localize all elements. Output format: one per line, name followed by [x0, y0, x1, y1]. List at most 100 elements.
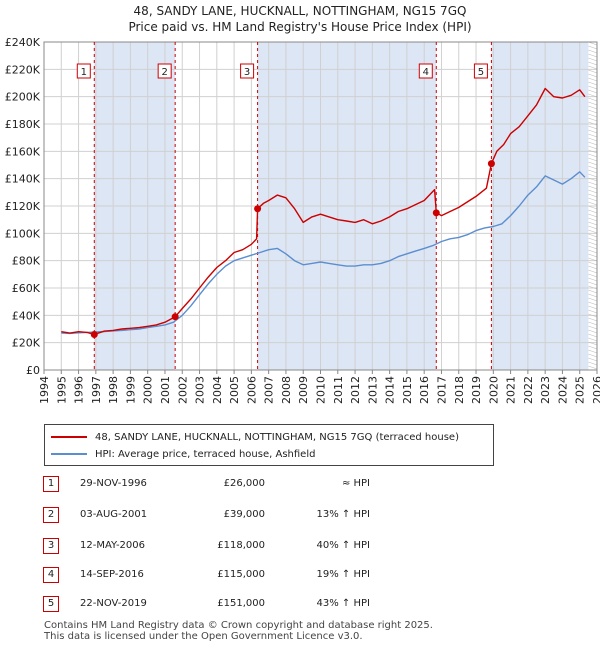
- legend-swatch-property: [51, 436, 87, 438]
- future-hatch: [588, 293, 598, 298]
- y-tick-label: £120K: [5, 200, 41, 213]
- x-tick-label: 2019: [470, 376, 483, 404]
- future-hatch: [588, 357, 598, 362]
- future-hatch: [588, 301, 598, 306]
- x-tick-label: 2022: [522, 376, 535, 404]
- future-hatch: [588, 169, 598, 174]
- y-tick-label: £60K: [12, 282, 41, 295]
- legend-swatch-hpi: [51, 453, 87, 455]
- future-hatch: [588, 45, 598, 50]
- sale-date: 29-NOV-1996: [80, 478, 147, 489]
- legend-item-hpi: HPI: Average price, terraced house, Ashf…: [51, 447, 315, 461]
- legend-item-property: 48, SANDY LANE, HUCKNALL, NOTTINGHAM, NG…: [51, 430, 459, 444]
- x-tick-label: 2017: [435, 376, 448, 404]
- table-row: 2 03-AUG-2001 £39,000 13% ↑ HPI: [0, 507, 600, 523]
- future-hatch: [588, 209, 598, 214]
- x-tick-label: 2013: [366, 376, 379, 404]
- future-hatch: [588, 125, 598, 130]
- x-tick-label: 1996: [73, 376, 86, 404]
- footer-line-2: This data is licensed under the Open Gov…: [44, 631, 363, 642]
- y-tick-label: £40K: [12, 309, 41, 322]
- future-hatch: [588, 133, 598, 138]
- y-tick-label: £180K: [5, 118, 41, 131]
- future-hatch: [588, 173, 598, 178]
- y-tick-label: £100K: [5, 227, 41, 240]
- future-hatch: [588, 365, 598, 370]
- attribution-footer: Contains HM Land Registry data © Crown c…: [44, 620, 433, 642]
- sale-number-badge: 4: [43, 567, 59, 583]
- future-hatch: [588, 145, 598, 150]
- x-tick-label: 2005: [228, 376, 241, 404]
- sale-point: [171, 313, 179, 321]
- y-tick-label: £200K: [5, 91, 41, 104]
- future-hatch: [588, 69, 598, 74]
- sale-marker-box: [76, 63, 91, 79]
- sale-marker-label: 1: [81, 67, 87, 78]
- y-tick-label: £240K: [5, 36, 41, 49]
- table-row: 3 12-MAY-2006 £118,000 40% ↑ HPI: [0, 538, 600, 554]
- sale-marker-label: 5: [478, 67, 484, 78]
- future-hatch: [588, 113, 598, 118]
- future-hatch: [588, 337, 598, 342]
- x-tick-label: 1994: [38, 376, 51, 404]
- future-hatch: [588, 53, 598, 58]
- future-hatch: [588, 85, 598, 90]
- sale-marker-label: 3: [244, 67, 250, 78]
- sale-hpi-comparison: 40% ↑ HPI: [316, 540, 370, 551]
- legend-label-hpi: HPI: Average price, terraced house, Ashf…: [95, 448, 316, 460]
- future-hatch: [588, 241, 598, 246]
- y-tick-label: £220K: [5, 63, 41, 76]
- future-hatch: [588, 157, 598, 162]
- x-tick-label: 2018: [453, 376, 466, 404]
- future-hatch: [588, 329, 598, 334]
- footer-line-1: Contains HM Land Registry data © Crown c…: [44, 620, 433, 631]
- future-hatch: [588, 277, 598, 282]
- future-hatch: [588, 121, 598, 126]
- x-tick-label: 2023: [539, 376, 552, 404]
- future-hatch: [588, 177, 598, 182]
- future-hatch: [588, 97, 598, 102]
- x-tick-label: 2000: [142, 376, 155, 404]
- sale-point: [432, 209, 440, 217]
- x-tick-label: 2007: [263, 376, 276, 404]
- x-tick-label: 2012: [349, 376, 362, 404]
- future-hatch: [588, 289, 598, 294]
- future-hatch: [588, 317, 598, 322]
- sale-marker-label: 4: [423, 67, 429, 78]
- sale-price: £26,000: [223, 478, 265, 489]
- x-tick-label: 2014: [384, 376, 397, 404]
- x-tick-label: 1999: [124, 376, 137, 404]
- x-tick-label: 2016: [418, 376, 431, 404]
- x-tick-label: 2003: [194, 376, 207, 404]
- future-hatch: [588, 257, 598, 262]
- hpi-series-line: [61, 171, 586, 335]
- future-hatch: [588, 201, 598, 206]
- future-hatch: [588, 273, 598, 278]
- future-hatch: [588, 261, 598, 266]
- sale-marker-box: [473, 63, 488, 79]
- x-tick-label: 2025: [574, 376, 587, 404]
- sale-marker-label: 2: [161, 67, 167, 78]
- table-row: 4 14-SEP-2016 £115,000 19% ↑ HPI: [0, 567, 600, 583]
- sale-hpi-comparison: 13% ↑ HPI: [316, 509, 370, 520]
- sale-date: 03-AUG-2001: [80, 509, 148, 520]
- future-hatch: [588, 49, 598, 54]
- future-hatch: [588, 333, 598, 338]
- future-hatch: [588, 213, 598, 218]
- future-hatch: [588, 117, 598, 122]
- sale-price: £151,000: [217, 598, 265, 609]
- chart-title-line2: Price paid vs. HM Land Registry's House …: [128, 20, 472, 34]
- property-series-line: [61, 87, 586, 336]
- price-chart: 1 2 3 4 5 £0 £20K £40K £60K £80K £100K £120K £140K £1…: [5, 36, 600, 404]
- legend-label-property: 48, SANDY LANE, HUCKNALL, NOTTINGHAM, NG…: [95, 431, 459, 443]
- y-tick-label: £160K: [5, 145, 41, 158]
- x-tick-label: 2004: [211, 376, 224, 404]
- future-hatch: [588, 345, 598, 350]
- future-hatch: [588, 153, 598, 158]
- sale-number-badge: 5: [43, 596, 59, 612]
- x-tick-label: 2011: [332, 376, 345, 404]
- sale-marker-box: [240, 63, 255, 79]
- x-tick-label: 1997: [90, 376, 103, 404]
- sale-price: £39,000: [223, 509, 265, 520]
- future-hatch: [588, 297, 598, 302]
